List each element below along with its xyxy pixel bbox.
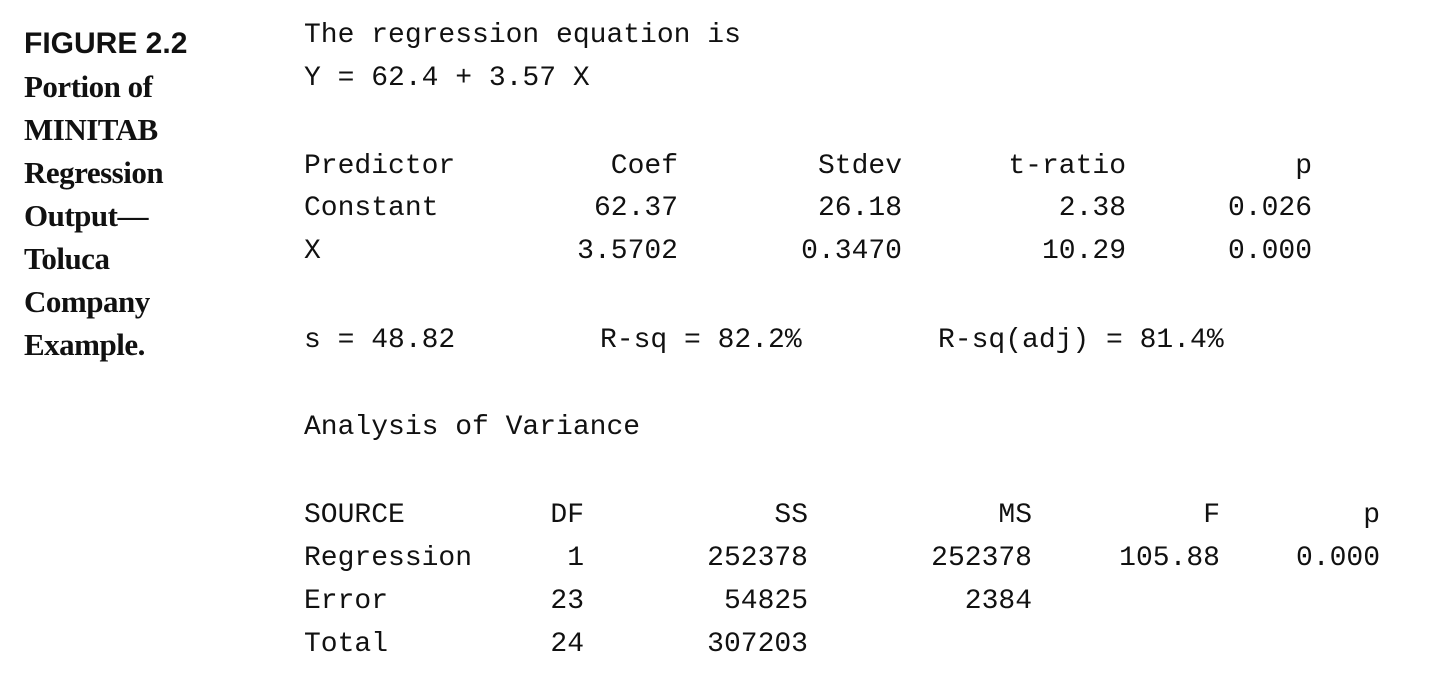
anova-header-ss: SS [774,500,808,531]
coef-cell-p: 0.000 [1227,236,1312,267]
anova-header-ms: MS [998,500,1032,531]
anova-title: Analysis of Variance [304,412,641,443]
stat-rsq-adj: R-sq(adj) = 81.4% [938,325,1224,356]
anova-header-df: DF [550,500,584,531]
caption-line: Regression [24,155,164,190]
coef-header-stdev: Stdev [817,151,902,182]
caption-line: Output— [24,198,148,233]
coef-header-predictor: Predictor [304,151,456,182]
coef-header-p: p [1295,151,1312,182]
anova-cell-ss: 54825 [723,586,808,617]
caption-line: Example. [24,327,145,362]
coef-header-coef: Coef [610,151,678,182]
anova-header-p: p [1363,500,1380,531]
anova-cell-f: 105.88 [1119,543,1220,574]
anova-cell-p: 0.000 [1295,543,1380,574]
figure-label: FIGURE 2.2 [24,27,188,60]
caption-line: Company [24,284,150,319]
coef-cell-predictor: Constant [304,193,439,224]
anova-header-f: F [1203,500,1220,531]
anova-cell-ms: 252378 [931,543,1032,574]
coef-cell-predictor: X [304,236,321,267]
anova-cell-source: Regression [304,543,473,574]
figure-caption: FIGURE 2.2 Portion of MINITAB Regression… [24,22,254,366]
coef-cell-tratio: 10.29 [1041,236,1126,267]
coef-cell-stdev: 0.3470 [801,236,902,267]
anova-header-source: SOURCE [304,500,405,531]
caption-line: Toluca [24,241,110,276]
anova-cell-ss: 252378 [707,543,808,574]
coef-cell-tratio: 2.38 [1058,193,1126,224]
anova-cell-ss: 307203 [707,629,808,660]
coef-cell-p: 0.026 [1227,193,1312,224]
caption-line: Portion of [24,69,153,104]
stat-rsq: R-sq = 82.2% [600,325,802,356]
coef-header-tratio: t-ratio [1008,151,1126,182]
anova-cell-df: 24 [550,629,584,660]
anova-cell-df: 23 [550,586,584,617]
anova-cell-source: Error [304,586,389,617]
coef-cell-stdev: 26.18 [817,193,902,224]
coef-cell-coef: 62.37 [593,193,678,224]
regression-equation: Y = 62.4 + 3.57 X [304,63,590,94]
coef-cell-coef: 3.5702 [577,236,678,267]
anova-cell-source: Total [304,629,389,660]
anova-cell-df: 1 [567,543,584,574]
anova-cell-ms: 2384 [964,586,1032,617]
stat-s: s = 48.82 [304,325,456,356]
equation-intro: The regression equation is [304,20,741,51]
caption-line: MINITAB [24,112,158,147]
